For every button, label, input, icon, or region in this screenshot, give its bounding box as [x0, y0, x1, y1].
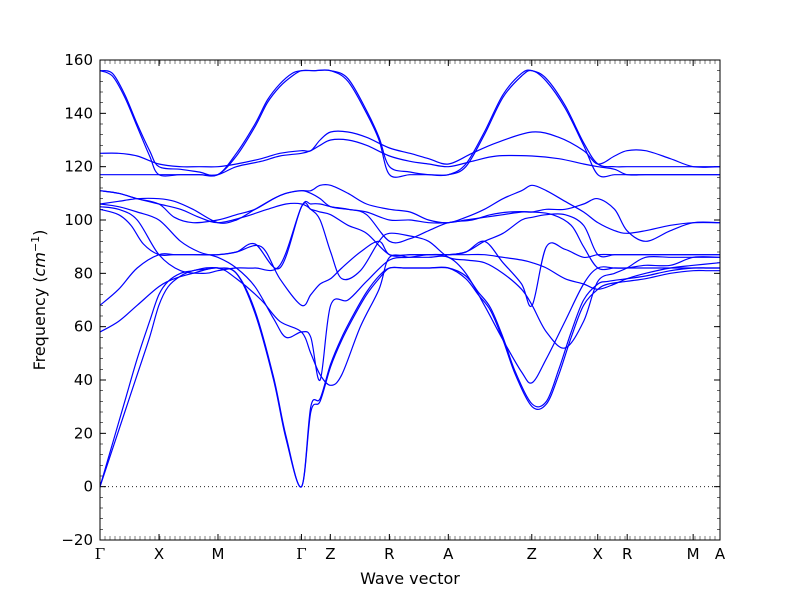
x-tick-label: Z — [325, 545, 335, 563]
x-axis-label: Wave vector — [360, 569, 460, 588]
band-14 — [99, 69, 720, 177]
band-5 — [99, 202, 720, 270]
y-axis-label-text: Frequency — [30, 288, 49, 371]
y-axis-unit: cm — [30, 252, 49, 276]
x-tick-label: M — [687, 545, 700, 563]
band-9 — [99, 190, 721, 242]
x-tick-label: A — [443, 545, 454, 563]
y-tick-label: 160 — [64, 51, 93, 69]
y-tick-label: 140 — [64, 104, 93, 122]
x-tick-label: X — [154, 545, 164, 563]
band-curves — [99, 69, 721, 488]
x-tick-label: X — [593, 545, 603, 563]
band-2 — [99, 266, 720, 488]
x-tick-label: Γ — [296, 545, 306, 563]
x-tick-label: R — [622, 545, 632, 563]
x-tick-label: R — [384, 545, 394, 563]
band-12 — [99, 130, 721, 168]
band-13 — [99, 69, 720, 178]
x-tick-label: Z — [527, 545, 537, 563]
y-tick-label: 100 — [64, 211, 93, 229]
y-tick-label: 120 — [64, 158, 93, 176]
y-tick-label: 20 — [74, 424, 93, 442]
y-tick-label: 60 — [74, 318, 93, 336]
x-tick-label: Γ — [95, 545, 105, 563]
x-tick-label: A — [715, 545, 726, 563]
y-axis-label: Frequency (cm−1) — [29, 230, 49, 371]
y-tick-label: −20 — [61, 531, 93, 549]
plot-frame — [99, 59, 721, 541]
band-7 — [99, 203, 721, 381]
y-tick-label: 80 — [74, 264, 93, 282]
band-6 — [99, 200, 720, 274]
y-tick-label: 40 — [74, 371, 93, 389]
y-tick-label: 0 — [83, 478, 93, 496]
x-tick-label: M — [212, 545, 225, 563]
band-10 — [99, 183, 721, 234]
y-axis-unit-exponent: −1 — [29, 236, 42, 252]
